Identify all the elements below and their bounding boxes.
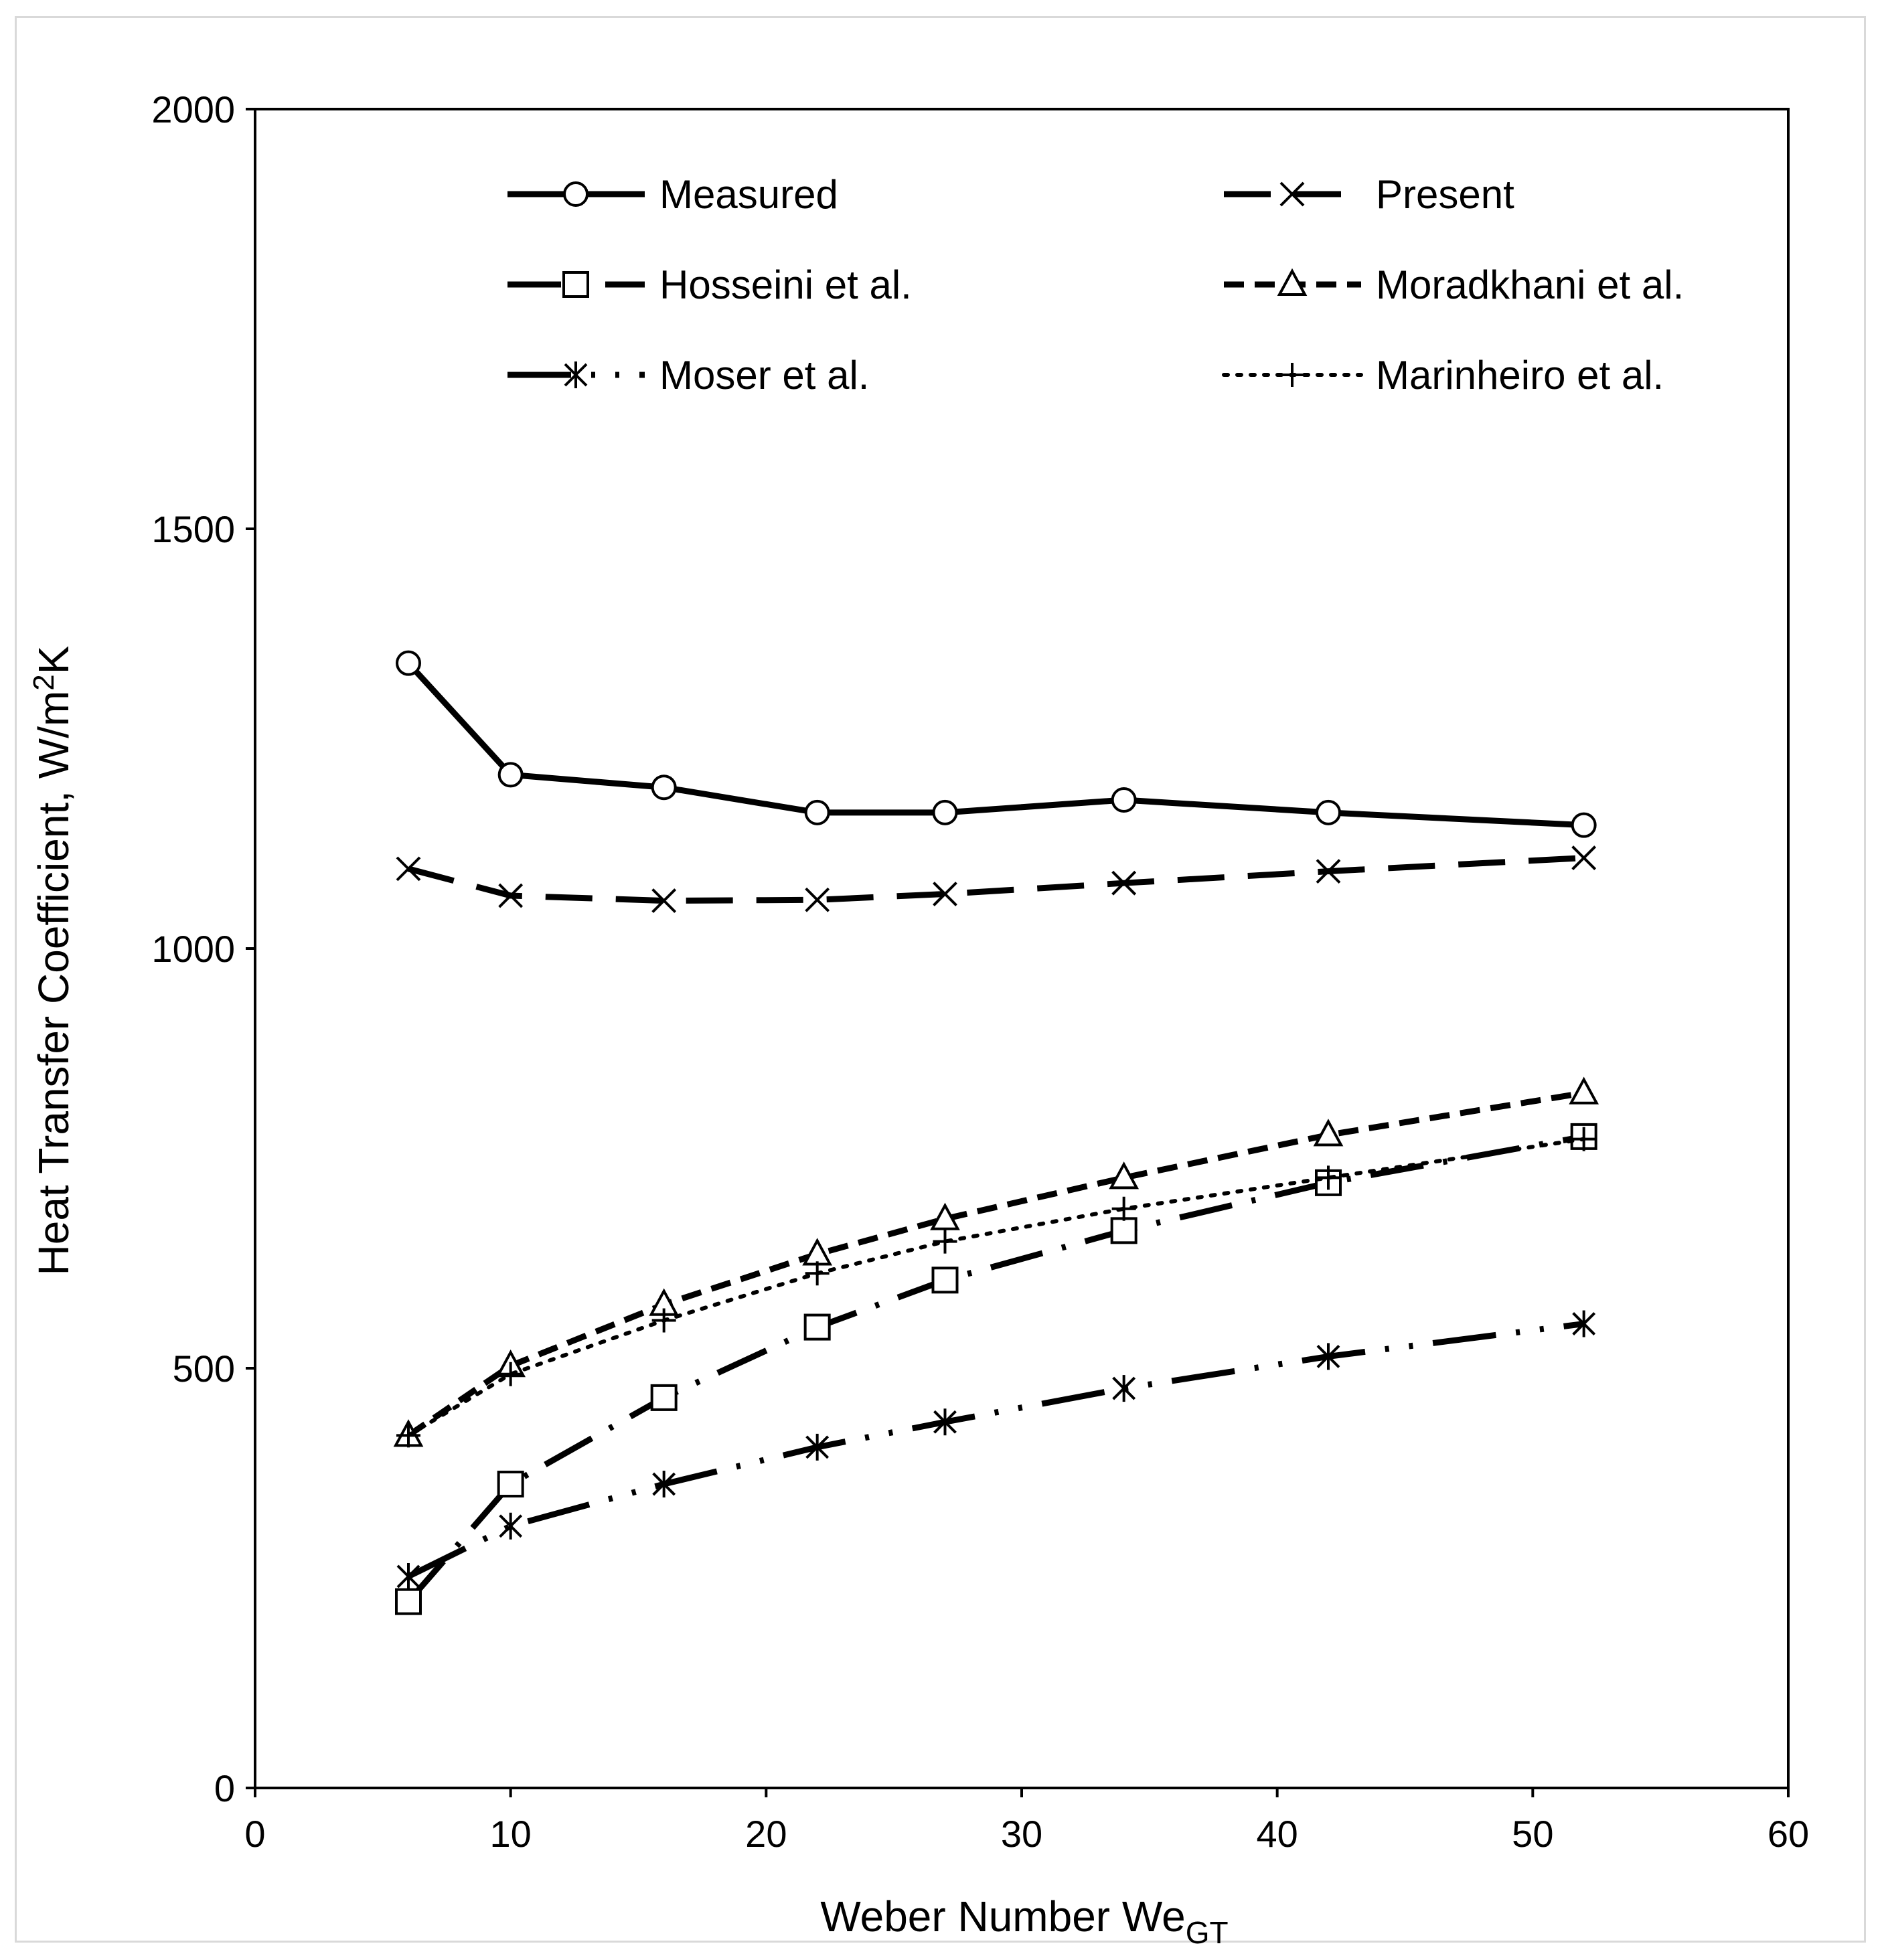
- y-axis-title: Heat Transfer Coefficient, W/m2K: [27, 646, 78, 1276]
- series-marinheiro-et-al: [396, 1127, 1596, 1448]
- y-tick-label: 0: [214, 1767, 235, 1809]
- legend-marker: [564, 361, 588, 388]
- data-point-measured: [1111, 787, 1137, 813]
- data-point-measured: [804, 799, 830, 825]
- data-point-marinheiro-et-al: [396, 1423, 420, 1448]
- chart-frame: [15, 16, 1866, 1943]
- x-tick-label: 50: [1512, 1813, 1553, 1855]
- data-point-marinheiro-et-al: [651, 1308, 676, 1333]
- data-point-measured: [932, 799, 958, 825]
- series-hosseini-et-al: [395, 1123, 1597, 1615]
- legend-item: Present: [1224, 172, 1514, 217]
- data-point-hosseini-et-al: [803, 1313, 831, 1341]
- data-point-present: [396, 856, 421, 882]
- x-tick-label: 20: [745, 1813, 787, 1855]
- data-point-hosseini-et-al: [650, 1384, 678, 1411]
- data-point-marinheiro-et-al: [805, 1261, 830, 1286]
- data-point-moser-et-al: [652, 1471, 676, 1498]
- legend-item: Marinheiro et al.: [1222, 353, 1664, 398]
- data-point-present: [1111, 870, 1137, 896]
- x-axis-title: Weber Number WeGT: [820, 1892, 1228, 1950]
- legend-item: Hosseini et al.: [507, 262, 912, 307]
- y-tick-label: 500: [173, 1348, 235, 1390]
- data-point-present: [805, 887, 830, 912]
- legend-label: Present: [1376, 172, 1514, 217]
- data-point-moser-et-al: [933, 1408, 957, 1436]
- series-line-moser-et-al: [407, 1321, 1585, 1580]
- data-point-measured: [396, 650, 421, 676]
- data-point-present: [651, 888, 677, 913]
- data-point-moser-et-al: [396, 1562, 420, 1590]
- data-point-moser-et-al: [499, 1512, 523, 1540]
- data-point-moser-et-al: [1572, 1310, 1596, 1337]
- data-point-marinheiro-et-al: [1571, 1127, 1596, 1151]
- data-point-marinheiro-et-al: [1111, 1196, 1136, 1221]
- data-point-measured: [651, 774, 677, 801]
- data-point-moser-et-al: [1316, 1343, 1340, 1370]
- data-point-present: [498, 883, 524, 908]
- data-point-hosseini-et-al: [1110, 1217, 1138, 1244]
- x-tick-label: 40: [1257, 1813, 1298, 1855]
- series-line-measured: [406, 661, 1584, 829]
- legend-item: Moser et al.: [507, 353, 869, 398]
- series-moradkhani-et-al: [393, 1076, 1599, 1447]
- data-point-marinheiro-et-al: [933, 1229, 957, 1254]
- legend: Measured Present Hosseini et al. Moradkhani…: [507, 172, 1684, 398]
- data-point-present: [1571, 845, 1597, 870]
- data-point-moradkhani-et-al: [1569, 1076, 1599, 1105]
- data-point-marinheiro-et-al: [498, 1362, 523, 1386]
- series-line-hosseini-et-al: [406, 1133, 1585, 1604]
- data-point-measured: [1316, 799, 1341, 825]
- data-point-hosseini-et-al: [931, 1267, 959, 1294]
- x-tick-label: 10: [490, 1813, 532, 1855]
- data-point-moradkhani-et-al: [802, 1238, 833, 1266]
- legend-label: Hosseini et al.: [659, 262, 912, 307]
- legend-marker: [563, 181, 589, 207]
- data-point-hosseini-et-al: [497, 1471, 524, 1498]
- x-tick-label: 30: [1001, 1813, 1042, 1855]
- x-tick-label: 0: [244, 1813, 265, 1855]
- data-point-moradkhani-et-al: [1109, 1161, 1140, 1190]
- legend-marker: [1280, 363, 1304, 387]
- data-point-present: [1316, 859, 1341, 884]
- series-line-moradkhani-et-al: [406, 1090, 1585, 1439]
- data-point-moser-et-al: [805, 1433, 830, 1461]
- series-moser-et-al: [396, 1310, 1596, 1590]
- data-point-marinheiro-et-al: [1316, 1165, 1340, 1190]
- x-tick-label: 60: [1768, 1813, 1809, 1855]
- legend-item: Measured: [507, 172, 838, 217]
- data-point-measured: [1571, 812, 1597, 838]
- series-present: [396, 845, 1597, 913]
- data-point-moser-et-al: [1112, 1375, 1136, 1402]
- data-point-moradkhani-et-al: [930, 1202, 960, 1230]
- data-point-present: [933, 882, 957, 906]
- legend-label: Moradkhani et al.: [1376, 262, 1684, 307]
- legend-label: Marinheiro et al.: [1376, 353, 1664, 398]
- legend-marker: [1277, 268, 1308, 296]
- data-point-hosseini-et-al: [395, 1588, 422, 1615]
- legend-label: Moser et al.: [659, 353, 869, 398]
- series-line-present: [407, 855, 1584, 904]
- legend-marker: [1279, 181, 1305, 207]
- data-point-moradkhani-et-al: [1313, 1119, 1344, 1147]
- y-tick-label: 2000: [151, 88, 235, 131]
- data-point-measured: [497, 762, 524, 788]
- y-tick-label: 1500: [151, 508, 235, 550]
- series-line-marinheiro-et-al: [406, 1137, 1586, 1438]
- y-tick-label: 1000: [151, 928, 235, 970]
- series-measured: [396, 650, 1597, 838]
- legend-label: Measured: [659, 172, 838, 217]
- legend-marker: [562, 271, 589, 298]
- legend-item: Moradkhani et al.: [1224, 262, 1684, 307]
